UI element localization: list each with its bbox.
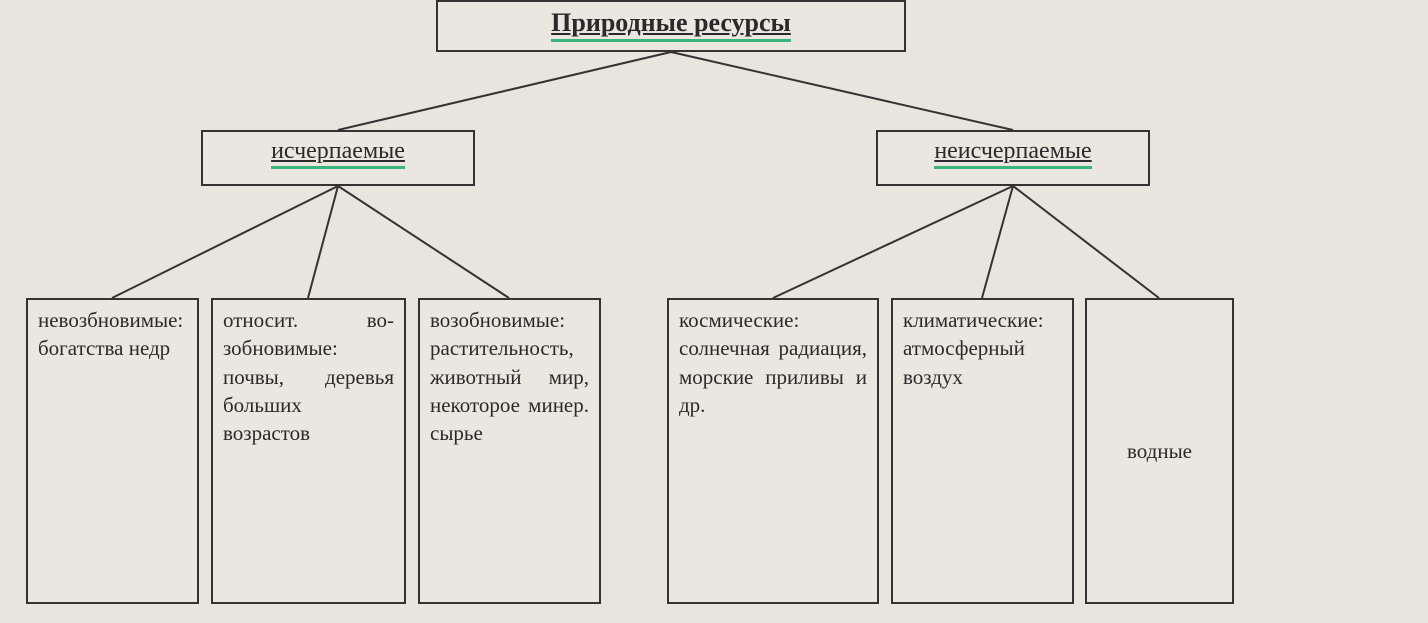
leaf-text: возобнови­мые: расти­тельность, животный… xyxy=(430,308,589,445)
root-label: Природные ресурсы xyxy=(551,8,791,42)
branch-inexhaustible-label: неисчерпаемые xyxy=(934,138,1091,169)
branch-exhaustible-label: исчерпаемые xyxy=(271,138,405,169)
leaf-text: невозбно­вимые: бо­гатства недр xyxy=(38,308,183,360)
leaf-water: водные xyxy=(1085,298,1234,604)
root-node: Природные ресурсы xyxy=(436,0,906,52)
leaf-text: относит. во­зобновимые: почвы, дере­вья … xyxy=(223,308,394,445)
leaf-climatic: климатиче­ские: атмо­сферный воздух xyxy=(891,298,1074,604)
leaf-cosmic: космические: солнечная ра­диация, мор­ск… xyxy=(667,298,879,604)
branch-inexhaustible: неисчерпаемые xyxy=(876,130,1150,186)
leaf-renewable: возобнови­мые: расти­тельность, животный… xyxy=(418,298,601,604)
leaf-text: водные xyxy=(1127,437,1192,465)
leaf-relatively-renewable: относит. во­зобновимые: почвы, дере­вья … xyxy=(211,298,406,604)
leaf-nonrenewable: невозбно­вимые: бо­гатства недр xyxy=(26,298,199,604)
leaf-text: космические: солнечная ра­диация, мор­ск… xyxy=(679,308,867,417)
branch-exhaustible: исчерпаемые xyxy=(201,130,475,186)
leaf-text: климатиче­ские: атмо­сферный воздух xyxy=(903,308,1044,389)
